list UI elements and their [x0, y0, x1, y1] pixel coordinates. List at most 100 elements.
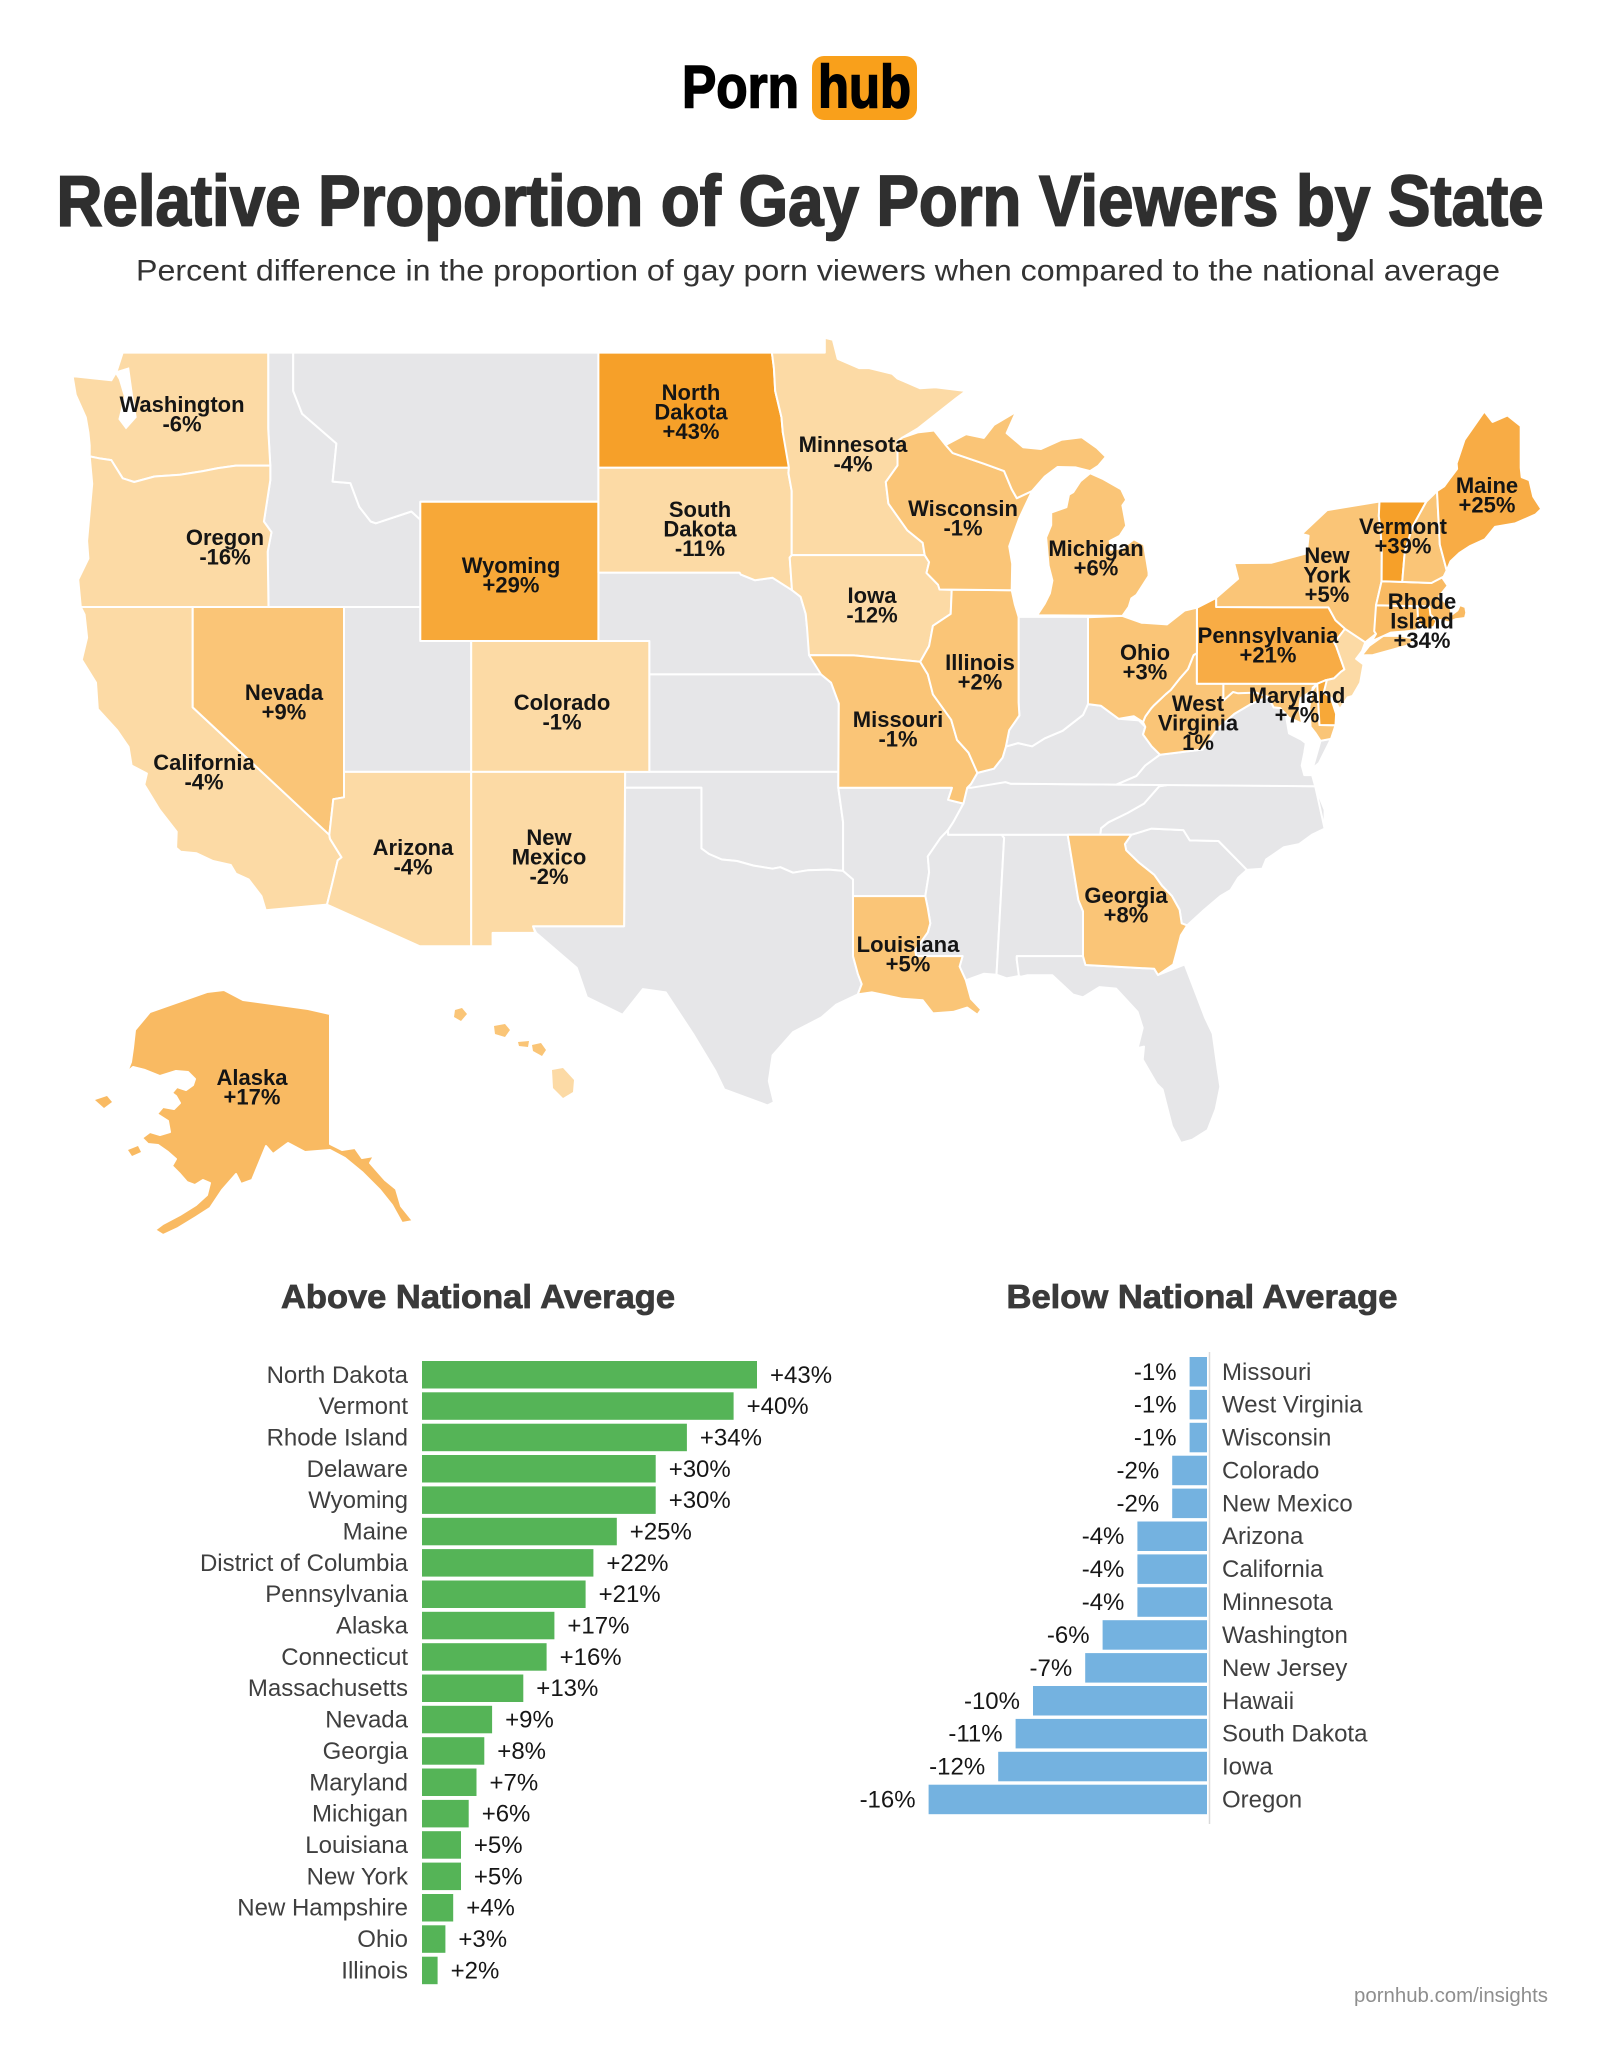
- svg-text:-6%: -6%: [162, 412, 201, 437]
- svg-text:+2%: +2%: [958, 670, 1003, 695]
- svg-text:Pennsylvania: Pennsylvania: [1198, 623, 1339, 648]
- svg-text:+43%: +43%: [663, 419, 720, 444]
- svg-text:+22%: +22%: [606, 1550, 668, 1577]
- svg-text:-2%: -2%: [529, 864, 568, 889]
- svg-text:pornhub.com/insights: pornhub.com/insights: [1354, 1985, 1548, 2007]
- svg-text:Wyoming: Wyoming: [308, 1487, 408, 1514]
- svg-text:+6%: +6%: [1074, 556, 1119, 581]
- svg-text:Arizona: Arizona: [1222, 1523, 1304, 1550]
- svg-text:Pennsylvania: Pennsylvania: [265, 1581, 408, 1608]
- svg-text:Porn: Porn: [682, 54, 799, 121]
- svg-text:-4%: -4%: [833, 452, 872, 477]
- svg-text:Michigan: Michigan: [1048, 536, 1143, 561]
- svg-text:+5%: +5%: [474, 1832, 523, 1859]
- svg-text:+3%: +3%: [458, 1926, 507, 1953]
- svg-text:Alaska: Alaska: [217, 1065, 289, 1090]
- svg-text:Colorado: Colorado: [514, 690, 611, 715]
- svg-text:West: West: [1172, 691, 1225, 716]
- svg-text:-1%: -1%: [542, 710, 581, 735]
- svg-text:+17%: +17%: [567, 1613, 629, 1640]
- svg-text:North: North: [662, 380, 721, 405]
- svg-text:+5%: +5%: [474, 1863, 523, 1890]
- svg-text:-11%: -11%: [948, 1721, 1002, 1748]
- svg-text:+21%: +21%: [1240, 643, 1297, 668]
- svg-text:+39%: +39%: [1375, 534, 1432, 559]
- svg-text:Wisconsin: Wisconsin: [1222, 1425, 1331, 1452]
- svg-text:-2%: -2%: [1117, 1458, 1160, 1485]
- svg-text:-16%: -16%: [199, 545, 250, 570]
- svg-text:Oregon: Oregon: [186, 525, 264, 550]
- svg-text:Washington: Washington: [119, 392, 244, 417]
- svg-text:+21%: +21%: [599, 1581, 661, 1608]
- svg-text:Nevada: Nevada: [325, 1707, 408, 1734]
- svg-text:Colorado: Colorado: [1222, 1458, 1319, 1485]
- svg-text:Nevada: Nevada: [245, 680, 324, 705]
- svg-text:-1%: -1%: [878, 727, 917, 752]
- svg-text:+13%: +13%: [536, 1675, 598, 1702]
- svg-text:Michigan: Michigan: [312, 1801, 408, 1828]
- svg-text:Dakota: Dakota: [663, 517, 737, 542]
- svg-text:Minnesota: Minnesota: [1222, 1589, 1333, 1616]
- svg-text:Relative Proportion of Gay Por: Relative Proportion of Gay Porn Viewers …: [57, 163, 1544, 242]
- svg-text:Iowa: Iowa: [1222, 1754, 1273, 1781]
- svg-text:+34%: +34%: [1394, 628, 1451, 653]
- svg-text:+34%: +34%: [700, 1425, 762, 1452]
- svg-text:-1%: -1%: [943, 516, 982, 541]
- svg-text:Above National Average: Above National Average: [281, 1278, 675, 1315]
- svg-text:California: California: [1222, 1556, 1324, 1583]
- svg-text:Missouri: Missouri: [1222, 1359, 1311, 1386]
- svg-text:Illinois: Illinois: [945, 650, 1015, 675]
- svg-text:Percent difference in the prop: Percent difference in the proportion of …: [136, 255, 1500, 288]
- svg-text:+9%: +9%: [505, 1707, 554, 1734]
- svg-text:Oregon: Oregon: [1222, 1787, 1302, 1814]
- svg-text:+7%: +7%: [1275, 703, 1320, 728]
- svg-text:Arizona: Arizona: [373, 835, 454, 860]
- svg-text:+25%: +25%: [630, 1519, 692, 1546]
- svg-text:Maryland: Maryland: [1249, 683, 1346, 708]
- svg-text:+5%: +5%: [1305, 582, 1350, 607]
- svg-text:-1%: -1%: [1134, 1359, 1177, 1386]
- svg-text:Georgia: Georgia: [1084, 883, 1168, 908]
- svg-text:-10%: -10%: [964, 1688, 1020, 1715]
- svg-text:+25%: +25%: [1459, 493, 1516, 518]
- svg-text:1%: 1%: [1182, 730, 1214, 755]
- svg-text:New Jersey: New Jersey: [1222, 1655, 1347, 1682]
- svg-text:-1%: -1%: [1134, 1425, 1177, 1452]
- svg-text:-4%: -4%: [1082, 1556, 1125, 1583]
- svg-text:Mexico: Mexico: [512, 845, 587, 870]
- svg-text:New Hampshire: New Hampshire: [237, 1895, 408, 1922]
- svg-text:-6%: -6%: [1047, 1622, 1090, 1649]
- svg-text:+30%: +30%: [669, 1456, 731, 1483]
- svg-text:Minnesota: Minnesota: [799, 432, 909, 457]
- svg-text:+5%: +5%: [886, 952, 931, 977]
- svg-text:-4%: -4%: [184, 770, 223, 795]
- svg-text:Hawaii: Hawaii: [1222, 1688, 1294, 1715]
- svg-text:Maine: Maine: [1456, 473, 1518, 498]
- svg-text:+3%: +3%: [1123, 660, 1168, 685]
- svg-text:-11%: -11%: [675, 536, 725, 561]
- svg-text:New: New: [1304, 543, 1350, 568]
- svg-text:Wisconsin: Wisconsin: [908, 496, 1018, 521]
- svg-text:Missouri: Missouri: [853, 707, 943, 732]
- svg-text:Washington: Washington: [1222, 1622, 1348, 1649]
- svg-text:District of Columbia: District of Columbia: [200, 1550, 409, 1577]
- svg-text:Wyoming: Wyoming: [462, 553, 561, 578]
- svg-text:-7%: -7%: [1030, 1655, 1073, 1682]
- svg-text:California: California: [153, 750, 255, 775]
- svg-text:West Virginia: West Virginia: [1222, 1392, 1363, 1419]
- svg-text:-4%: -4%: [1082, 1589, 1125, 1616]
- svg-text:+6%: +6%: [482, 1801, 531, 1828]
- svg-text:Virginia: Virginia: [1158, 711, 1239, 736]
- svg-text:+9%: +9%: [262, 700, 307, 725]
- svg-text:South: South: [669, 497, 731, 522]
- svg-text:-4%: -4%: [1082, 1523, 1125, 1550]
- svg-text:Maine: Maine: [343, 1519, 408, 1546]
- svg-text:Ohio: Ohio: [357, 1926, 408, 1953]
- svg-text:Rhode: Rhode: [1388, 589, 1456, 614]
- svg-text:Ohio: Ohio: [1120, 640, 1170, 665]
- svg-text:Delaware: Delaware: [307, 1456, 408, 1483]
- svg-text:New York: New York: [307, 1863, 409, 1890]
- svg-text:Maryland: Maryland: [309, 1769, 408, 1796]
- svg-text:York: York: [1303, 563, 1351, 588]
- svg-text:+8%: +8%: [497, 1738, 546, 1765]
